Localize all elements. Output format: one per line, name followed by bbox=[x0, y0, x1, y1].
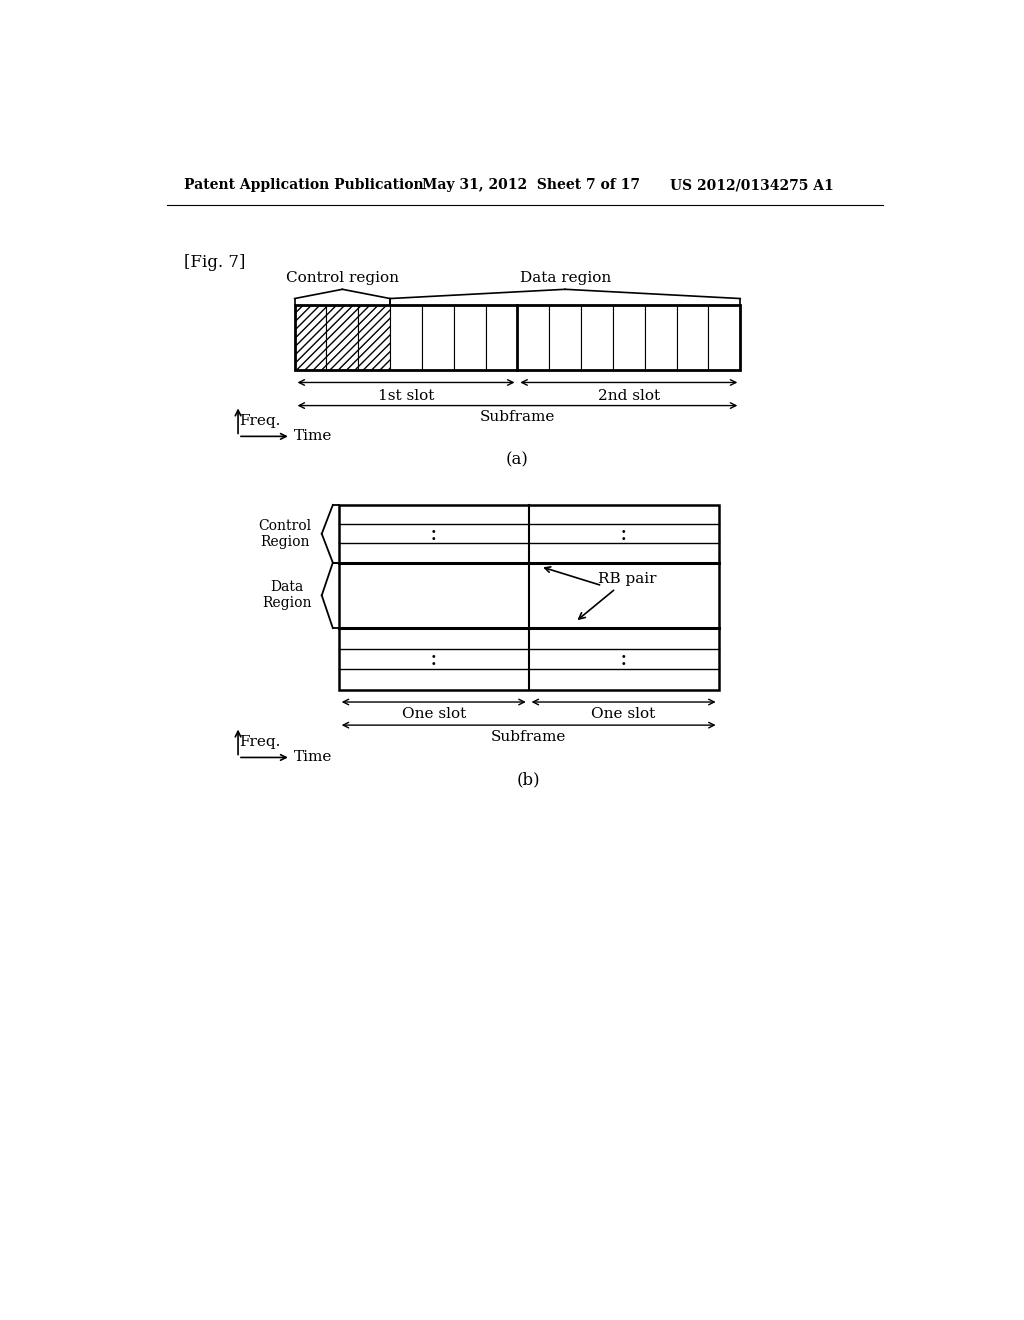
Bar bbox=[390, 305, 422, 370]
Text: US 2012/0134275 A1: US 2012/0134275 A1 bbox=[671, 178, 835, 193]
Bar bbox=[677, 305, 709, 370]
Text: Subframe: Subframe bbox=[490, 730, 566, 743]
Text: [Fig. 7]: [Fig. 7] bbox=[183, 253, 245, 271]
Text: Freq.: Freq. bbox=[240, 414, 281, 428]
Text: :: : bbox=[620, 648, 628, 671]
Bar bbox=[709, 305, 740, 370]
Text: One slot: One slot bbox=[592, 708, 655, 722]
Bar bbox=[422, 305, 454, 370]
Bar bbox=[358, 305, 390, 370]
Bar bbox=[549, 305, 581, 370]
Text: Freq.: Freq. bbox=[240, 735, 281, 748]
Text: 1st slot: 1st slot bbox=[378, 388, 434, 403]
Bar bbox=[339, 506, 719, 689]
Text: Control region: Control region bbox=[286, 271, 399, 285]
Text: Data
Region: Data Region bbox=[262, 581, 311, 610]
Text: Patent Application Publication: Patent Application Publication bbox=[183, 178, 424, 193]
Text: Time: Time bbox=[294, 429, 332, 444]
Text: Data region: Data region bbox=[519, 271, 610, 285]
Text: May 31, 2012  Sheet 7 of 17: May 31, 2012 Sheet 7 of 17 bbox=[423, 178, 640, 193]
Bar bbox=[485, 305, 517, 370]
Text: Time: Time bbox=[294, 751, 332, 764]
Text: 2nd slot: 2nd slot bbox=[598, 388, 659, 403]
Text: :: : bbox=[430, 523, 437, 545]
Bar bbox=[295, 305, 327, 370]
Text: RB pair: RB pair bbox=[579, 572, 657, 619]
Text: :: : bbox=[430, 648, 437, 671]
Text: Control
Region: Control Region bbox=[258, 519, 311, 549]
Bar bbox=[295, 305, 740, 370]
Text: :: : bbox=[620, 523, 628, 545]
Bar bbox=[327, 305, 358, 370]
Text: (a): (a) bbox=[506, 451, 528, 469]
Text: (b): (b) bbox=[517, 771, 541, 788]
Text: Subframe: Subframe bbox=[480, 411, 555, 424]
Text: One slot: One slot bbox=[401, 708, 466, 722]
Bar bbox=[517, 305, 549, 370]
Bar bbox=[645, 305, 677, 370]
Bar bbox=[613, 305, 645, 370]
Bar bbox=[581, 305, 613, 370]
Bar bbox=[454, 305, 485, 370]
